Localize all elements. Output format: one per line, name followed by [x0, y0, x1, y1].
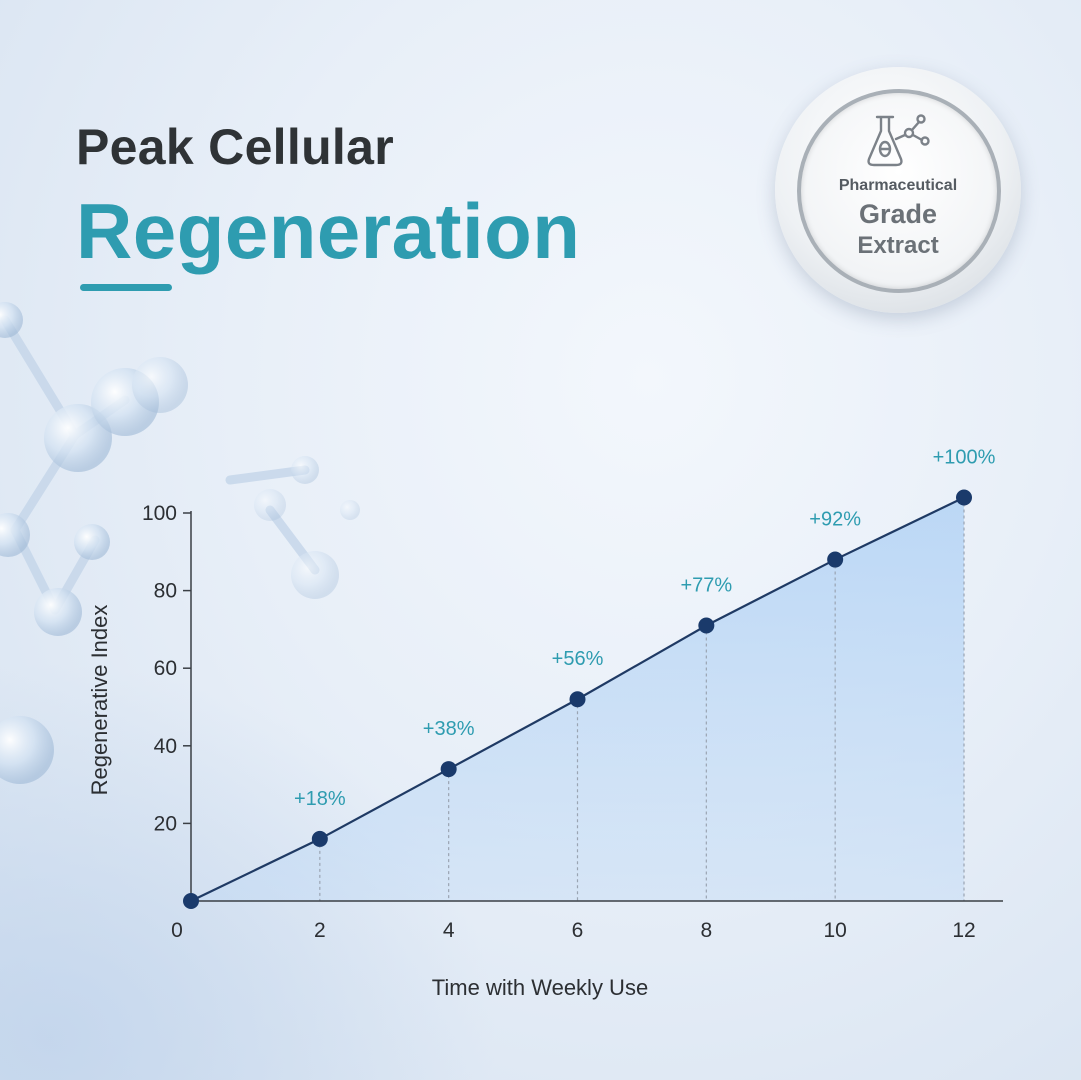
data-point: [569, 691, 586, 708]
y-tick-label: 20: [154, 812, 177, 835]
data-point: [440, 761, 457, 778]
data-point: [183, 893, 199, 909]
y-tick-label: 100: [142, 502, 177, 525]
data-point: [698, 617, 715, 634]
flask-molecule-icon: [867, 114, 930, 167]
y-tick-label: 60: [154, 657, 177, 680]
data-label: +38%: [423, 718, 475, 740]
x-tick-label: 8: [700, 919, 712, 942]
quality-badge: Pharmaceutical Grade Extract: [775, 67, 1021, 313]
data-point: [956, 489, 972, 506]
title-underline: [80, 284, 172, 291]
molecule-decoration: [0, 302, 360, 784]
data-label: +56%: [552, 648, 604, 670]
data-point: [827, 551, 844, 568]
x-tick-label: 2: [314, 919, 326, 942]
badge-line3: Extract: [857, 232, 939, 259]
page-title-line2: Regeneration: [76, 187, 581, 275]
badge-line1: Pharmaceutical: [838, 177, 958, 194]
page-title-line1: Peak Cellular: [76, 119, 394, 175]
x-tick-label: 6: [572, 919, 584, 942]
data-label: +100%: [933, 446, 996, 468]
badge-ring: [797, 89, 1001, 293]
data-label: +77%: [680, 575, 732, 597]
x-tick-label: 4: [443, 919, 455, 942]
x-tick-label: 12: [952, 919, 975, 942]
badge-line2: Grade: [858, 199, 938, 229]
x-tick-label: 10: [823, 919, 846, 942]
data-label: +18%: [294, 788, 346, 810]
y-tick-label: 40: [154, 735, 177, 758]
data-label: +92%: [809, 509, 861, 531]
data-point: [311, 830, 328, 847]
y-axis-title: Regenerative Index: [87, 605, 112, 796]
x-tick-label: 0: [171, 919, 183, 942]
y-tick-label: 80: [154, 580, 177, 603]
x-axis-title: Time with Weekly Use: [432, 975, 648, 1000]
